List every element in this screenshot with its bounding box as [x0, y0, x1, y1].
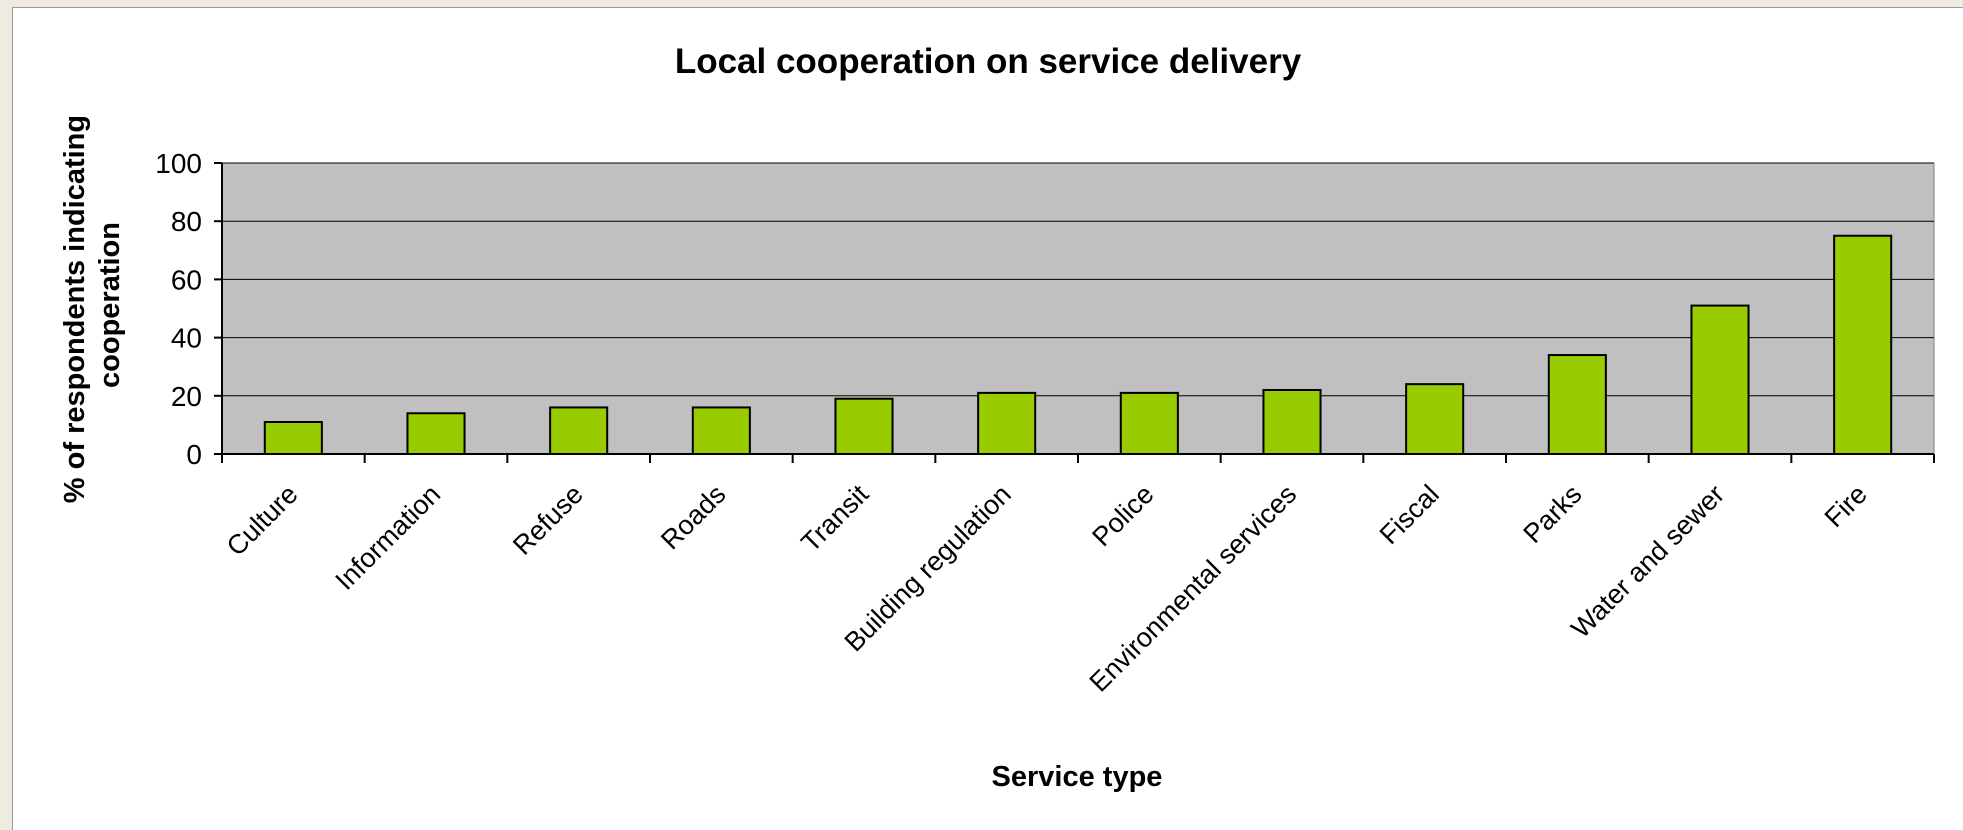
- gridlines: [222, 162, 1934, 397]
- bar-fire: [1833, 234, 1893, 455]
- bar-information: [406, 412, 466, 456]
- bar-refuse: [549, 406, 609, 456]
- x-axis-title: Service type: [992, 761, 1163, 793]
- chart-title: Local cooperation on service delivery: [675, 42, 1302, 81]
- x-ticks: Culture Information Refuse Roads TransitBuil…: [221, 454, 1935, 698]
- x-tick-label: Transit: [795, 479, 874, 558]
- x-tick-label: Information: [330, 479, 447, 596]
- x-tick-label: Fire: [1819, 479, 1873, 533]
- bar-parks: [1547, 354, 1607, 455]
- bar-roads: [691, 406, 751, 456]
- x-tick-label: Culture: [221, 479, 304, 562]
- x-tick-label: Water and sewer: [1565, 479, 1730, 644]
- bar-water-and-sewer: [1690, 304, 1750, 455]
- y-axis-title: % of respondents indicating cooperation: [59, 107, 126, 503]
- y-axis-title-line-2: cooperation: [94, 222, 126, 388]
- y-tick-label: 40: [171, 323, 202, 354]
- x-tick-label: Roads: [655, 479, 731, 555]
- y-axis-title-line-1: % of respondents indicating: [59, 115, 91, 503]
- bar-fiscal: [1405, 383, 1465, 455]
- x-tick-label: Parks: [1518, 479, 1588, 549]
- x-tick-label: Police: [1086, 479, 1159, 552]
- x-tick-label: Refuse: [507, 479, 589, 561]
- plot-area: [221, 162, 1935, 455]
- bar-police: [1119, 391, 1179, 456]
- y-tick-label: 100: [155, 148, 202, 179]
- y-tick-label: 0: [186, 439, 202, 470]
- x-tick-label: Fiscal: [1374, 479, 1445, 550]
- y-tick-label: 80: [171, 206, 202, 237]
- y-tick-label: 60: [171, 264, 202, 295]
- y-ticks: 0 20 40 60 80 100: [155, 148, 222, 470]
- bars: [263, 234, 1893, 456]
- bar-culture: [263, 420, 323, 455]
- bar-transit: [834, 397, 894, 455]
- bar-environmental-services: [1262, 388, 1322, 456]
- y-tick-label: 20: [171, 381, 202, 412]
- bar-building-regulation: [977, 391, 1037, 456]
